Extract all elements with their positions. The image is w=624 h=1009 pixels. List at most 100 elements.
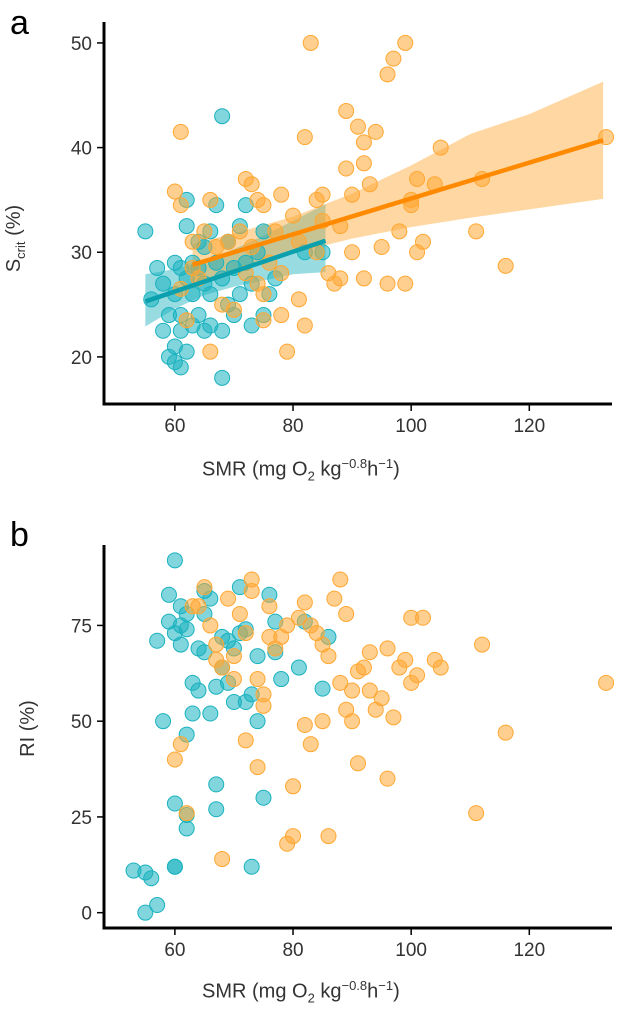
panel-a-orange-point: [255, 197, 272, 214]
panel-a-x-tick-label: 100: [395, 416, 427, 437]
panel-b-teal-point: [166, 858, 183, 875]
panel-b-teal-point: [273, 671, 290, 688]
panel-b-xlabel: SMR (mg O2 kg−0.8h−1): [202, 978, 400, 1006]
panel-b-x-tick-label: 60: [164, 940, 185, 961]
panel-b-orange-point: [385, 709, 402, 726]
panel-b-ylabel: RI (%): [16, 700, 39, 757]
panel-a-orange-point: [373, 239, 390, 256]
panel-b-orange-point: [261, 628, 278, 645]
panel-a-teal-point: [137, 223, 154, 240]
panel-a-orange-point: [409, 170, 426, 187]
panel-a-orange-point: [273, 186, 290, 203]
panel-b-teal-point: [196, 644, 213, 661]
panel-a-teal-fit-line: [144, 238, 327, 304]
panel-b-orange-point: [326, 590, 343, 607]
panel-b-y-tick-label: 25: [71, 808, 92, 829]
panel-b-orange-point: [237, 732, 254, 749]
panel-b-orange-point: [231, 605, 248, 622]
panel-a-teal-point: [231, 286, 248, 303]
panel-a-orange-point: [231, 223, 248, 240]
panel-b-orange-point: [243, 571, 260, 588]
panel-a-orange-point: [344, 244, 361, 261]
panel-a-orange-point: [273, 307, 290, 324]
panel-a-teal-point: [214, 322, 231, 339]
panel-a-orange-point: [391, 223, 408, 240]
panel-b-teal-point: [137, 904, 154, 921]
panel-a-xlabel: SMR (mg O2 kg−0.8h−1): [202, 456, 400, 484]
panel-a-orange-point: [290, 291, 307, 308]
panel-a-teal-point: [172, 359, 189, 376]
panel-a-orange-point: [355, 270, 372, 287]
panel-a-orange-point: [344, 186, 361, 203]
panel-a-orange-point: [237, 170, 254, 187]
panel-b-orange-point: [302, 617, 319, 634]
panel-b-teal-point: [155, 713, 172, 730]
panel-b-orange-point: [285, 778, 302, 795]
panel-b-teal-point: [143, 870, 160, 887]
panel-a-orange-point: [432, 139, 449, 156]
panel-b-y-tick-label: 0: [81, 904, 92, 925]
panel-b-orange-point: [225, 671, 242, 688]
panel-b-teal-point: [178, 820, 195, 837]
panel-a-letter: a: [10, 4, 29, 42]
panel-a-orange-point: [296, 317, 313, 334]
panel-a-orange-point: [302, 34, 319, 51]
panel-a-orange-point: [414, 233, 431, 250]
panel-a-orange-point: [172, 197, 189, 214]
panel-b-orange-point: [379, 770, 396, 787]
panel-b-orange-point: [379, 640, 396, 657]
panel-b-teal-point: [172, 617, 189, 634]
panel-a-orange-point: [285, 207, 302, 224]
panel-a-teal-point: [155, 322, 172, 339]
panel-b-teal-point: [149, 897, 166, 914]
panel-b-orange-point: [314, 713, 331, 730]
panel-b-orange-point: [178, 805, 195, 822]
panel-a-orange-point: [279, 343, 296, 360]
panel-b-orange-point: [202, 617, 219, 634]
panel-b-orange-point: [190, 598, 207, 615]
panel-b-teal-point: [249, 713, 266, 730]
panel-a-orange-point: [468, 223, 485, 240]
panel-b-orange-point: [214, 659, 231, 676]
panel-a-x-tick-label: 80: [282, 416, 303, 437]
panel-a-orange-point: [355, 155, 372, 172]
panel-a-ylabel: Scrit (%): [3, 204, 29, 273]
panel-a-x-tick-label: 60: [164, 416, 185, 437]
panel-b-y-tick-label: 50: [71, 712, 92, 733]
panel-a-orange-point: [178, 312, 195, 329]
panel-a-y-tick-label: 20: [71, 348, 92, 369]
panel-b-orange-point: [474, 636, 491, 653]
panel-b-orange-point: [296, 717, 313, 734]
panel-a-teal-point: [155, 275, 172, 292]
panel-b-orange-point: [598, 674, 615, 691]
panel-a-orange-point: [367, 123, 384, 140]
panel-a-orange-point: [361, 176, 378, 193]
panel-a-teal-point: [178, 343, 195, 360]
panel-b-teal-point: [160, 586, 177, 603]
panel-b-teal-point: [172, 636, 189, 653]
panel-b-orange-point: [497, 724, 514, 741]
panel-b-orange-point: [208, 636, 225, 653]
panel-b-x-tick-label: 80: [282, 940, 303, 961]
panel-a-orange-point: [332, 270, 349, 287]
panel-b-orange-point: [344, 682, 361, 699]
panel-b-orange-point: [296, 594, 313, 611]
panel-a-orange-point: [355, 134, 372, 151]
panel-b-teal-point: [184, 705, 201, 722]
panel-a-y-tick-label: 50: [71, 34, 92, 55]
panel-b-orange-point: [373, 690, 390, 707]
panel-b-orange-point: [409, 667, 426, 684]
panel-a-orange-point: [184, 233, 201, 250]
panel-a-orange-fit-line: [191, 138, 604, 267]
panel-b-teal-point: [249, 648, 266, 665]
panel-b-orange-point: [255, 697, 272, 714]
panel-b-orange-point: [279, 617, 296, 634]
panel-b-teal-point: [243, 858, 260, 875]
panel-b-orange-point: [249, 759, 266, 776]
panel-a-orange-point: [497, 257, 514, 274]
panel-b-orange-point: [332, 571, 349, 588]
panel-b-x-tick-label: 100: [395, 940, 427, 961]
panel-a-orange-point: [255, 312, 272, 329]
panel-b-orange-point: [361, 644, 378, 661]
